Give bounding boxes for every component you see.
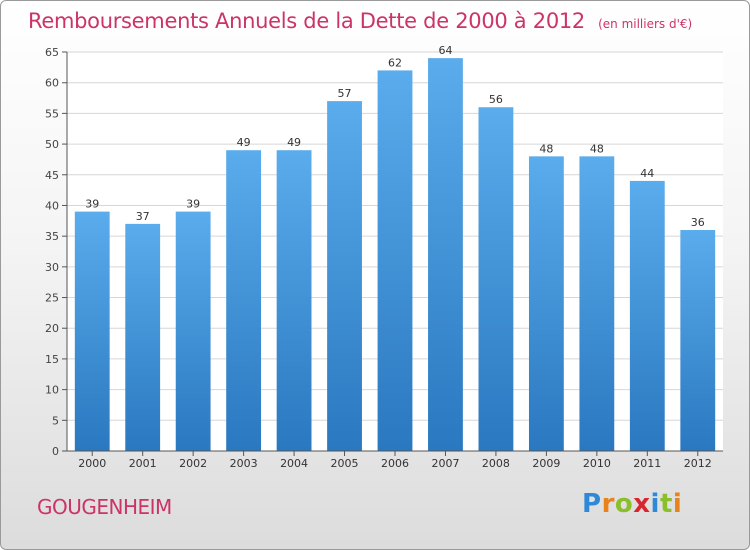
logo-letter: i: [672, 489, 683, 519]
y-tick-label: 20: [45, 322, 59, 335]
x-tick-label: 2008: [482, 457, 510, 470]
x-tick-label: 2007: [431, 457, 459, 470]
x-tick-label: 2011: [633, 457, 661, 470]
y-tick-label: 5: [52, 414, 59, 427]
logo-letter: i: [650, 489, 660, 519]
x-tick-label: 2009: [532, 457, 560, 470]
x-tick-label: 2010: [583, 457, 611, 470]
value-label: 39: [85, 198, 99, 211]
y-tick-label: 45: [45, 169, 59, 182]
value-label: 49: [237, 136, 251, 149]
y-tick-label: 50: [45, 138, 59, 151]
value-label: 56: [489, 93, 503, 106]
x-tick-label: 2001: [129, 457, 157, 470]
value-label: 49: [287, 136, 301, 149]
value-label: 39: [186, 198, 200, 211]
logo-letter: x: [633, 489, 651, 519]
x-tick-label: 2003: [230, 457, 258, 470]
x-tick-label: 2012: [684, 457, 712, 470]
bar-2001: [125, 223, 161, 451]
y-tick-label: 0: [52, 445, 59, 458]
y-tick-label: 35: [45, 230, 59, 243]
y-tick-label: 60: [45, 77, 59, 90]
x-tick-label: 2005: [331, 457, 359, 470]
logo-letter: t: [659, 489, 673, 519]
bars-group: [74, 58, 716, 452]
city-name: GOUGENHEIM: [37, 495, 172, 519]
chart-title: Remboursements Annuels de la Dette de 20…: [28, 9, 692, 33]
value-label: 62: [388, 56, 402, 69]
logo-letter: P: [582, 489, 602, 519]
y-tick-label: 40: [45, 199, 59, 212]
logo-letter: o: [614, 489, 634, 519]
x-tick-label: 2000: [78, 457, 106, 470]
value-label: 44: [640, 167, 654, 180]
axes: [62, 51, 723, 456]
x-tick-label: 2006: [381, 457, 409, 470]
bar-2008: [478, 107, 514, 451]
x-tick-label: 2002: [179, 457, 207, 470]
bar-2007: [428, 58, 463, 452]
chart-unit-text: (en milliers d'€): [598, 17, 693, 31]
bar-2004: [276, 150, 312, 451]
bar-2006: [377, 70, 413, 452]
bar-2003: [226, 150, 262, 451]
logo-letter: r: [601, 489, 615, 519]
x-tick-labels: 2000 2001 2002 2003 2004 2005 2006 2007 2008 2009…: [78, 457, 712, 470]
x-tick-label: 2004: [280, 457, 308, 470]
value-label: 48: [539, 142, 553, 155]
value-label: 48: [590, 142, 604, 155]
y-tick-labels: 0 5 10 15 20 25 30 35 40 45 50 55 60 65: [45, 46, 59, 458]
bar-2009: [528, 156, 564, 451]
y-tick-label: 30: [45, 261, 59, 274]
value-label: 64: [438, 44, 452, 57]
value-label: 37: [136, 210, 150, 223]
y-tick-label: 10: [45, 384, 59, 397]
value-label: 36: [691, 216, 705, 229]
bar-2011: [629, 180, 665, 451]
y-tick-label: 15: [45, 353, 59, 366]
bar-2010: [579, 156, 615, 451]
y-tick-label: 65: [45, 46, 59, 59]
y-tick-label: 55: [45, 107, 59, 120]
bar-2002: [175, 211, 211, 451]
y-tick-label: 25: [45, 292, 59, 305]
value-label: 57: [338, 87, 352, 100]
bar-2012: [680, 230, 716, 451]
bar-2005: [327, 101, 362, 451]
chart-title-text: Remboursements Annuels de la Dette de 20…: [28, 9, 585, 33]
proxiti-logo: Proxiti: [582, 489, 682, 519]
value-labels: 39 37 39 49 49 57 62 64 56 48 48 44 36: [85, 44, 705, 229]
bar-2000: [74, 211, 110, 451]
